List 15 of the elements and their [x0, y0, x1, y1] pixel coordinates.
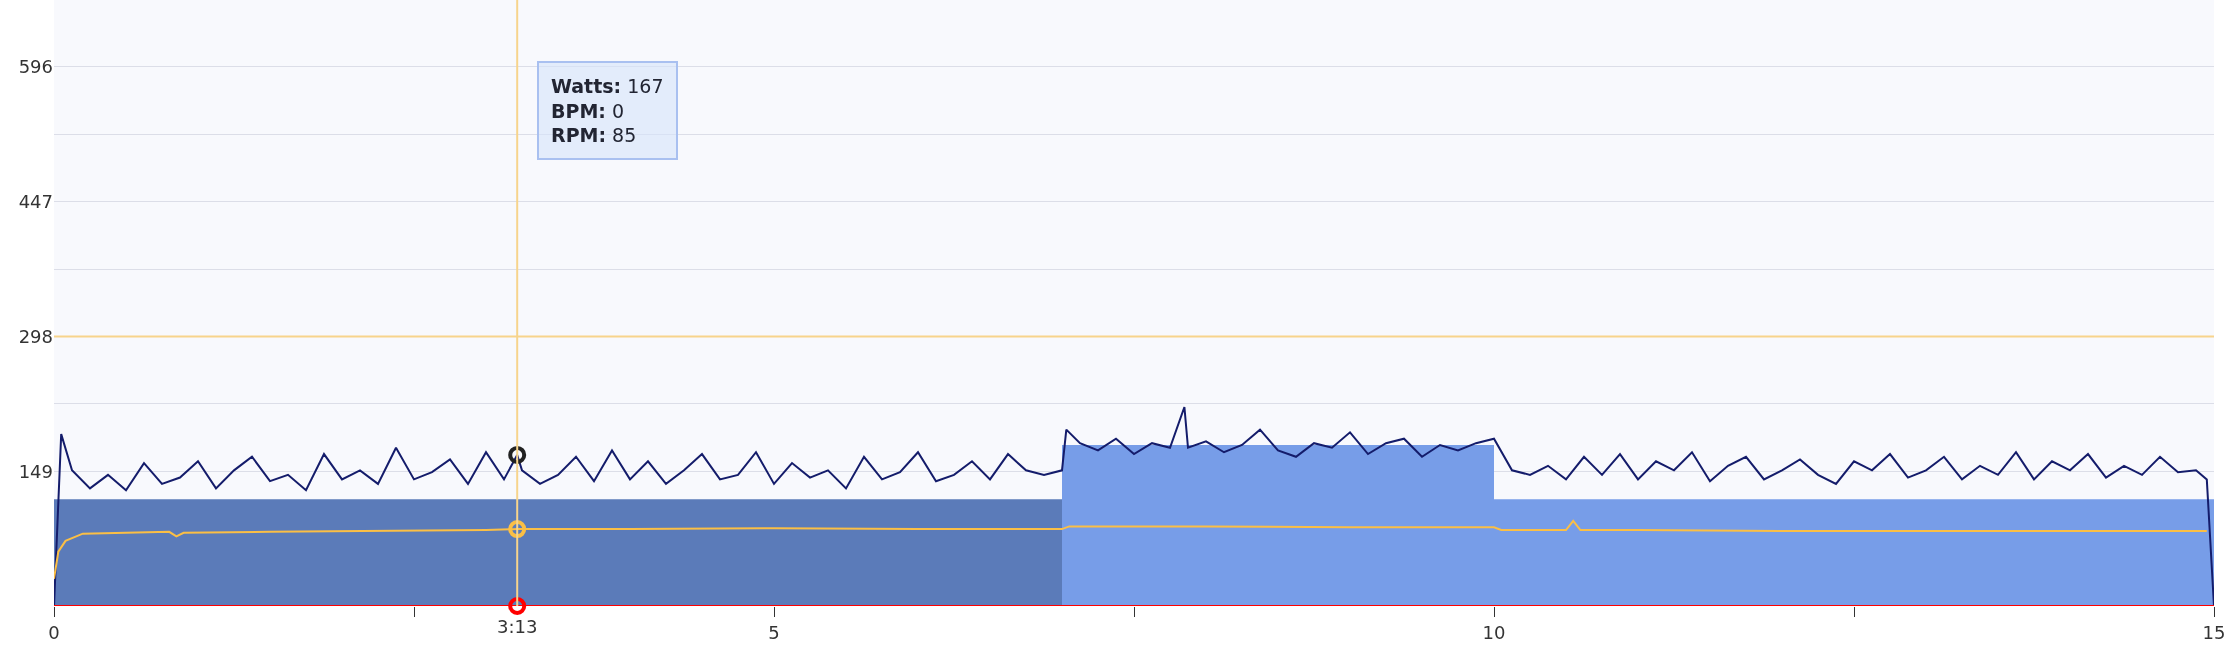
line-series	[54, 519, 2208, 580]
annotation: BPM: 0	[551, 99, 625, 122]
annotation: RPM: 85	[551, 124, 637, 147]
x-tick-label: 15	[2202, 621, 2226, 643]
line-series	[54, 406, 2214, 606]
y-tick-label: 596	[18, 56, 53, 78]
x-tick-label: 5	[768, 621, 780, 643]
y-tick-label: 447	[18, 191, 53, 212]
y-tick-label: 298	[18, 325, 53, 347]
x-tick-label: 0	[48, 621, 60, 643]
y-tick-label: 149	[18, 460, 53, 482]
annotation: Watts: 167	[551, 75, 664, 97]
ref-line-label: 3:13	[497, 616, 538, 637]
point	[508, 597, 527, 615]
x-tick-label: 10	[1482, 621, 1506, 643]
